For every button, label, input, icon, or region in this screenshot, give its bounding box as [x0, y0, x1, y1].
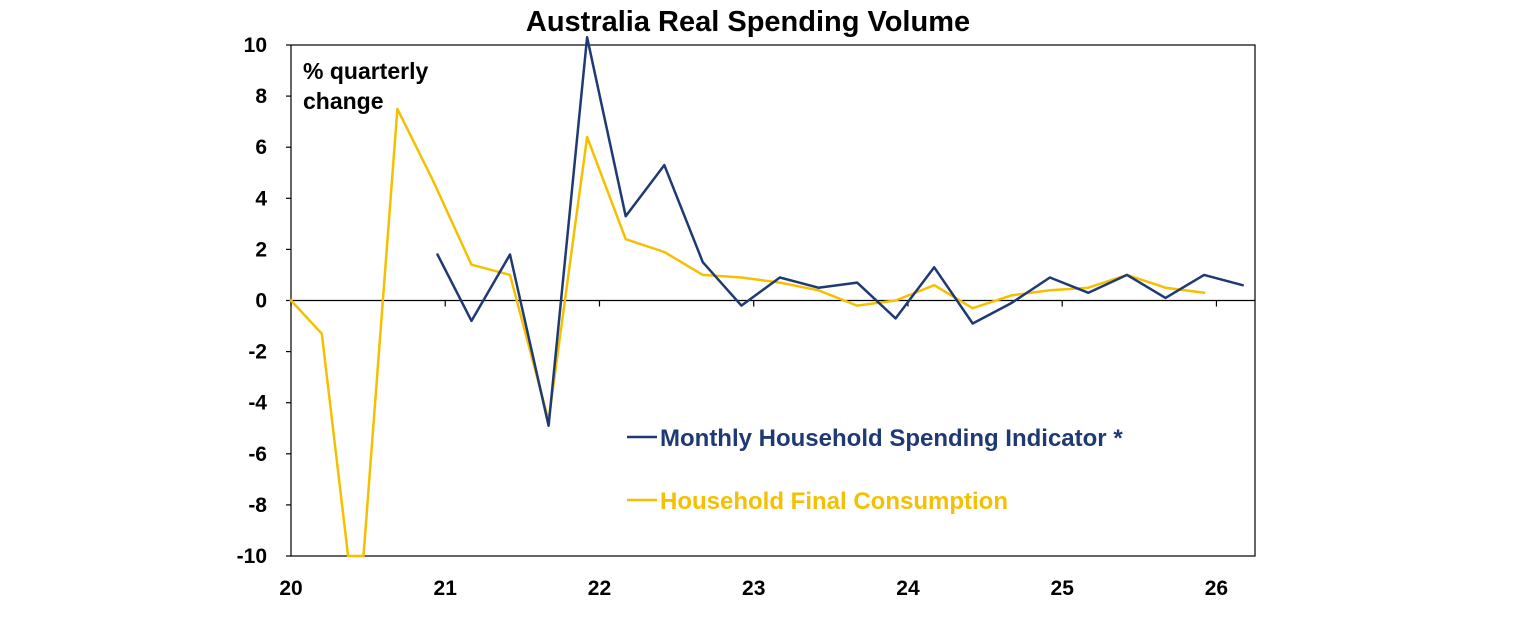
y-axis-ticks: 10 8 6 4 2 0 -2 -4 -6 -8 -10 [237, 34, 291, 568]
y-tick-label: 8 [255, 85, 267, 108]
x-tick-label: 21 [434, 577, 458, 600]
x-tick-label: 26 [1205, 577, 1228, 600]
y-tick-label: -2 [248, 341, 267, 364]
y-unit-note-line-1: % quarterly [303, 58, 428, 84]
series-line-monthly-spending-indicator [436, 36, 1244, 427]
y-tick-label: 10 [244, 34, 267, 57]
y-unit-note: % quarterly change [303, 58, 435, 114]
y-tick-label: -6 [248, 443, 267, 466]
series-line-household-final-consumption [289, 107, 1206, 558]
legend-label-monthly-spending-indicator: Monthly Household Spending Indicator * [660, 425, 1123, 452]
y-tick-label: -10 [237, 545, 267, 568]
y-tick-label: 0 [255, 290, 267, 313]
legend: Monthly Household Spending Indicator * H… [627, 425, 1123, 515]
y-tick-label: 6 [255, 136, 267, 159]
legend-item-monthly-spending-indicator: Monthly Household Spending Indicator * [627, 425, 1123, 452]
legend-item-household-final-consumption: Household Final Consumption [627, 488, 1008, 515]
chart-title: Australia Real Spending Volume [526, 6, 970, 38]
x-tick-label: 25 [1051, 577, 1075, 600]
y-tick-label: 4 [255, 187, 267, 210]
x-tick-label: 20 [279, 577, 302, 600]
x-tick-label: 23 [742, 577, 765, 600]
series-lines [289, 36, 1244, 558]
x-axis-ticks: 20 21 22 23 24 25 26 [279, 300, 1228, 600]
y-tick-label: -4 [248, 392, 267, 415]
legend-label-household-final-consumption: Household Final Consumption [660, 488, 1008, 515]
y-tick-label: 2 [255, 238, 267, 261]
y-tick-label: -8 [248, 494, 267, 517]
y-unit-note-line-2: change [303, 88, 384, 114]
x-tick-label: 22 [588, 577, 611, 600]
x-tick-label: 24 [896, 577, 920, 600]
